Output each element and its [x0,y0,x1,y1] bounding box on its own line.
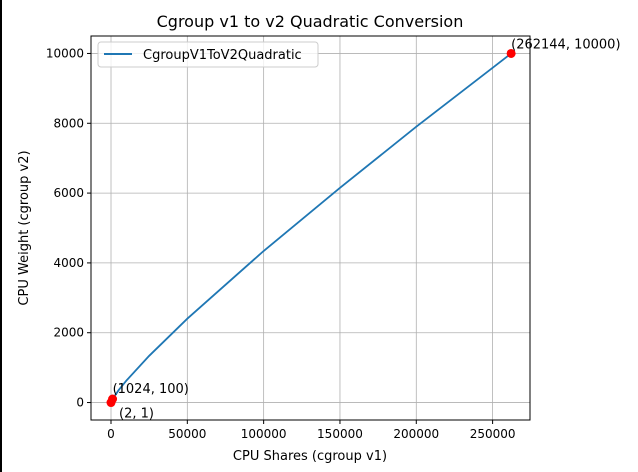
point-label: (2, 1) [119,407,154,422]
highlight-point [506,48,516,58]
x-tick-label: 50000 [168,427,206,441]
points-layer: (2, 1) (1024, 100) (262144, 10000) [106,37,621,422]
y-tick-label: 2000 [53,326,84,340]
y-tick-label: 8000 [53,116,84,130]
y-tick-label: 6000 [53,186,84,200]
x-axis-label: CPU Shares (cgroup v1) [233,449,387,464]
legend-box [97,41,319,68]
x-tick-label: 100000 [241,427,287,441]
y-axis-label: CPU Weight (cgroup v2) [17,150,32,305]
ticks: 0 50000 100000 150000 200000 250000 0 2000 4000 6… [46,46,516,441]
legend: CgroupV1ToV2Quadratic [97,41,319,68]
series-layer [110,52,512,403]
point-label: (262144, 10000) [511,37,620,52]
plot-frame [90,35,531,421]
highlight-point [108,394,118,404]
y-tick-label: 0 [76,396,84,410]
series-line [110,52,512,403]
x-tick-label: 250000 [470,427,516,441]
x-tick-label: 200000 [393,427,439,441]
x-tick-label: 0 [107,427,115,441]
grid [91,36,530,420]
x-tick-label: 150000 [317,427,363,441]
window-edge [0,0,2,472]
legend-label: CgroupV1ToV2Quadratic [143,48,302,63]
chart-title: Cgroup v1 to v2 Quadratic Conversion [157,12,464,31]
y-tick-label: 4000 [53,256,84,270]
point-label: (1024, 100) [113,382,189,397]
y-tick-label: 10000 [46,46,84,60]
